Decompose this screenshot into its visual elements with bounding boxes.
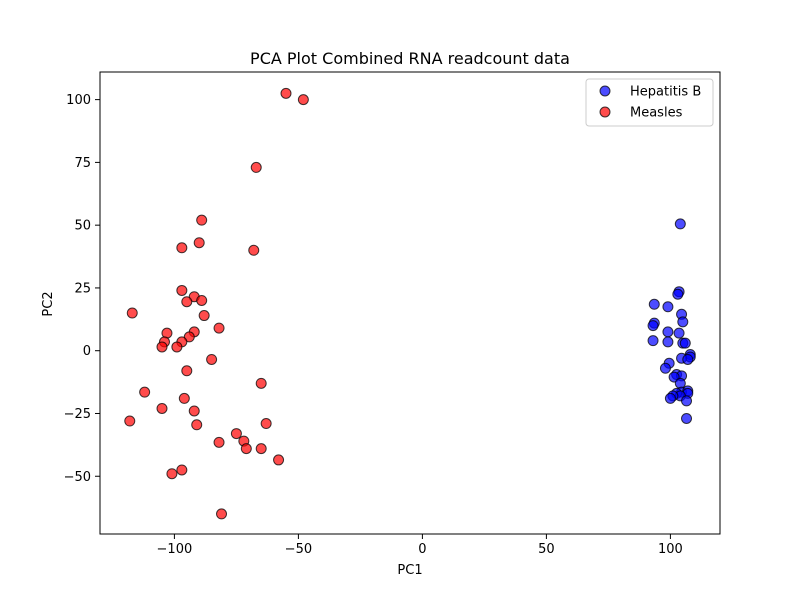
- data-point: [196, 294, 208, 306]
- data-point: [297, 94, 309, 106]
- data-point: [255, 443, 267, 455]
- data-point: [206, 353, 218, 365]
- data-point: [248, 244, 260, 256]
- data-point: [156, 341, 168, 353]
- data-point: [181, 365, 193, 377]
- data-point: [681, 395, 693, 407]
- x-axis: −100 −50 0 50 100: [157, 534, 683, 557]
- y-tick-label: 25: [74, 281, 91, 296]
- plot-background: [100, 72, 720, 534]
- data-point: [260, 418, 272, 430]
- y-tick-label: −25: [64, 407, 91, 422]
- data-point: [280, 87, 292, 99]
- chart-title: PCA Plot Combined RNA readcount data: [250, 49, 570, 68]
- data-point: [659, 362, 671, 374]
- data-point: [213, 436, 225, 448]
- data-point: [672, 288, 684, 300]
- data-point: [662, 326, 674, 338]
- data-point: [193, 237, 205, 249]
- y-axis: −50 −25 0 25 50 75 100: [64, 93, 100, 485]
- x-tick-label: 50: [538, 542, 555, 557]
- x-tick-label: 100: [658, 542, 683, 557]
- data-point: [166, 468, 178, 480]
- legend-box: [585, 78, 714, 127]
- data-point: [198, 310, 210, 322]
- data-point: [124, 415, 136, 427]
- data-point: [183, 331, 195, 343]
- data-point: [673, 327, 685, 339]
- legend-marker: [599, 85, 611, 97]
- data-point: [647, 335, 659, 347]
- legend-label: Measles: [630, 106, 683, 121]
- data-point: [682, 353, 694, 365]
- data-point: [216, 508, 228, 520]
- data-point: [176, 464, 188, 476]
- data-point: [255, 377, 267, 389]
- data-point: [662, 301, 674, 313]
- y-tick-label: 75: [74, 156, 91, 171]
- data-point: [677, 316, 689, 328]
- data-point: [126, 307, 138, 319]
- data-point: [674, 218, 686, 230]
- data-point: [156, 402, 168, 414]
- y-tick-label: 100: [66, 93, 91, 108]
- data-point: [648, 298, 660, 310]
- data-point: [178, 392, 190, 404]
- y-axis-label: PC2: [41, 291, 56, 316]
- plot-area: [99, 71, 721, 535]
- data-point: [176, 242, 188, 254]
- x-axis-label: PC1: [397, 563, 422, 578]
- x-tick-label: −50: [285, 542, 312, 557]
- data-point: [647, 320, 659, 332]
- legend: Hepatitis B Measles: [585, 78, 714, 127]
- data-point: [139, 386, 151, 398]
- data-point: [679, 337, 691, 349]
- data-point: [681, 413, 693, 424]
- data-point: [240, 443, 252, 455]
- series-hepatitis-b: [647, 218, 696, 424]
- y-tick-label: 0: [83, 344, 91, 359]
- data-point: [273, 454, 285, 466]
- legend-label: Hepatitis B: [630, 85, 701, 100]
- y-tick-label: −50: [64, 470, 91, 485]
- data-point: [664, 392, 676, 404]
- legend-marker: [599, 106, 611, 118]
- x-tick-label: 0: [418, 542, 426, 557]
- data-point: [176, 284, 188, 296]
- data-point: [188, 405, 200, 417]
- data-point: [191, 419, 203, 431]
- data-point: [181, 296, 193, 308]
- data-point: [230, 428, 242, 440]
- data-point: [662, 336, 674, 348]
- data-point: [213, 322, 225, 334]
- series-measles: [124, 87, 309, 520]
- y-tick-label: 50: [74, 219, 91, 234]
- x-tick-label: −100: [157, 542, 193, 557]
- plot-frame: [99, 71, 721, 535]
- data-point: [196, 214, 208, 226]
- data-point: [171, 341, 183, 353]
- data-point: [250, 161, 262, 173]
